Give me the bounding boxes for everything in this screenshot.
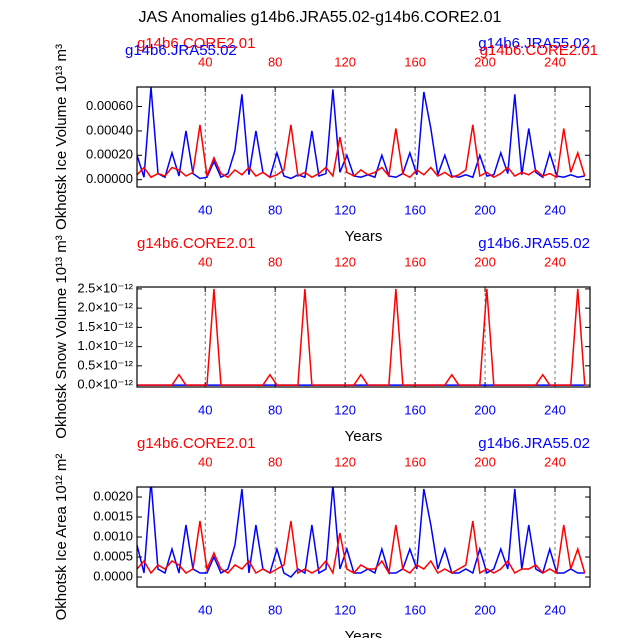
x-tick-label: 40	[198, 402, 212, 417]
y-axis-label: Okhotsk Ice Volume 10¹³ m³	[53, 44, 70, 230]
x-top-tick-label: 40	[198, 54, 212, 69]
y-axis-label: Okhotsk Snow Volume 10¹³ m³	[53, 235, 70, 438]
plot-frame	[136, 286, 591, 388]
x-top-tick-label: 80	[268, 54, 282, 69]
plot-frame	[136, 486, 591, 588]
x-top-tick-label: 240	[544, 454, 566, 469]
x-tick-label: 40	[198, 602, 212, 617]
x-tick-label: 120	[334, 602, 356, 617]
series-label: g14b6.CORE2.01	[137, 435, 255, 452]
series-line	[137, 288, 586, 386]
x-axis-label: Years	[345, 428, 383, 445]
x-tick-label: 240	[544, 402, 566, 417]
y-tick-label: 0.0010	[93, 528, 133, 543]
series-label: g14b6.CORE2.01	[137, 35, 255, 52]
y-tick-label: 0.00040	[86, 122, 133, 137]
x-tick-label: 80	[268, 602, 282, 617]
x-top-tick-label: 120	[334, 254, 356, 269]
x-tick-label: 120	[334, 402, 356, 417]
y-tick-label: 0.0005	[93, 548, 133, 563]
y-tick-label: 0.00000	[86, 171, 133, 186]
x-top-tick-label: 80	[268, 454, 282, 469]
x-tick-label: 240	[544, 602, 566, 617]
series-line	[137, 87, 585, 180]
x-top-tick-label: 160	[404, 54, 426, 69]
y-tick-label: 0.0000	[93, 568, 133, 583]
y-tick-label: 0.0015	[93, 508, 133, 523]
x-top-tick-label: 160	[404, 454, 426, 469]
x-tick-label: 40	[198, 202, 212, 217]
series-line	[137, 124, 586, 179]
series-label: g14b6.JRA55.02	[478, 235, 590, 252]
series-label: g14b6.CORE2.01	[480, 42, 598, 59]
series-group	[137, 487, 586, 578]
x-top-tick-label: 80	[268, 254, 282, 269]
series-label: g14b6.CORE2.01	[137, 235, 255, 252]
x-top-tick-label: 240	[544, 254, 566, 269]
y-axis-label: Okhotsk Ice Area 10¹² m²	[53, 454, 70, 621]
x-tick-label: 80	[268, 202, 282, 217]
x-top-tick-label: 200	[474, 254, 496, 269]
series-line	[137, 487, 585, 578]
series-label: g14b6.JRA55.02	[478, 435, 590, 452]
x-tick-label: 200	[474, 402, 496, 417]
x-tick-label: 120	[334, 202, 356, 217]
series-group	[137, 288, 586, 386]
x-tick-label: 160	[404, 602, 426, 617]
x-top-tick-label: 160	[404, 254, 426, 269]
x-top-tick-label: 200	[474, 454, 496, 469]
x-tick-label: 80	[268, 402, 282, 417]
series-group	[137, 87, 586, 180]
y-tick-label: 0.00060	[86, 98, 133, 113]
y-tick-label: 0.5×10⁻¹²	[77, 357, 133, 372]
y-tick-label: 0.0×10⁻¹²	[77, 377, 133, 392]
y-tick-label: 1.5×10⁻¹²	[77, 319, 133, 334]
y-tick-label: 2.0×10⁻¹²	[77, 300, 133, 315]
x-top-tick-label: 120	[334, 454, 356, 469]
y-tick-label: 0.00020	[86, 147, 133, 162]
series-line	[137, 520, 586, 576]
y-tick-label: 0.0020	[93, 488, 133, 503]
x-tick-label: 160	[404, 402, 426, 417]
x-top-tick-label: 120	[334, 54, 356, 69]
y-tick-label: 1.0×10⁻¹²	[77, 338, 133, 353]
series-label: g14b6.JRA55.02	[125, 42, 237, 59]
x-top-tick-label: 240	[544, 54, 566, 69]
x-tick-label: 240	[544, 202, 566, 217]
y-tick-label: 2.5×10⁻¹²	[77, 280, 133, 295]
plot-frame	[136, 86, 591, 188]
figure-title: JAS Anomalies g14b6.JRA55.02-g14b6.CORE2…	[139, 9, 502, 26]
x-top-tick-label: 40	[198, 254, 212, 269]
x-tick-label: 160	[404, 202, 426, 217]
x-axis-label: Years	[345, 228, 383, 245]
x-tick-label: 200	[474, 202, 496, 217]
x-top-tick-label: 40	[198, 454, 212, 469]
x-top-tick-label: 200	[474, 54, 496, 69]
x-axis-label: Years	[345, 628, 383, 638]
x-tick-label: 200	[474, 602, 496, 617]
series-label: g14b6.JRA55.02	[478, 35, 590, 52]
